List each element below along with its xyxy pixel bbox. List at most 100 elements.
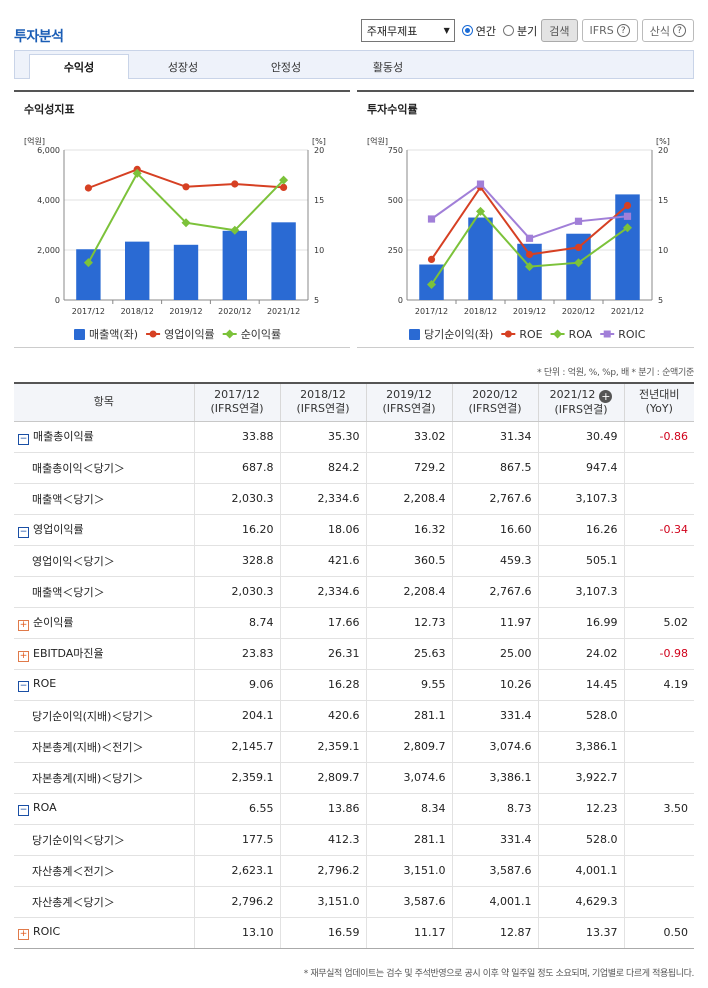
table-row: 영업이익＜당기＞ 328.8 421.6 360.5 459.3 505.1	[14, 545, 694, 577]
legend-label: ROA	[569, 328, 593, 341]
expand-icon[interactable]: +	[18, 620, 29, 631]
line-point	[279, 175, 289, 185]
y-right-tick-label: 5	[658, 296, 663, 305]
value-cell: 13.10	[193, 917, 280, 949]
value-cell: 8.73	[451, 793, 538, 825]
value-cell: 16.20	[193, 514, 280, 546]
y-right-tick-label: 10	[658, 246, 668, 255]
collapse-icon[interactable]: −	[18, 527, 29, 538]
value-cell: 16.60	[451, 514, 538, 546]
ifrs-button[interactable]: IFRS ?	[581, 19, 638, 42]
radio-quarter-label: 분기	[517, 24, 538, 38]
add-column-icon[interactable]: +	[599, 389, 613, 403]
value-cell: 12.73	[365, 607, 452, 639]
table-row: + ROIC 13.10 16.59 11.17 12.87 13.37 0.50	[14, 917, 694, 949]
line-point	[525, 234, 534, 242]
bar	[125, 241, 150, 300]
statement-select-value: 주재무제표	[366, 24, 418, 38]
tab-stability[interactable]: 안정성	[270, 61, 302, 74]
value-cell: 33.02	[365, 421, 452, 453]
value-cell: 2,208.4	[365, 576, 452, 608]
expand-icon[interactable]: +	[18, 651, 29, 662]
value-cell: 3,386.1	[451, 762, 538, 794]
value-cell: 3,151.0	[365, 855, 452, 887]
column-header-line2: (IFRS연결)	[554, 403, 608, 416]
legend-marker	[504, 330, 512, 338]
help-icon: ?	[616, 24, 630, 37]
radio-quarter-indicator[interactable]	[503, 25, 515, 36]
value-cell: 14.45	[537, 669, 624, 701]
table-row: 자산총계＜전기＞ 2,623.1 2,796.2 3,151.0 3,587.6 4,00…	[14, 855, 694, 887]
x-tick-label: 2018/12	[464, 307, 497, 316]
table-row: 당기순이익(지배)＜당기＞ 204.1 420.6 281.1 331.4 528.0	[14, 700, 694, 732]
bar	[222, 230, 247, 300]
tab-profitability[interactable]: 수익성	[29, 54, 129, 79]
chart-title: 투자수익률	[367, 103, 418, 116]
line-point	[574, 258, 583, 268]
row-label: EBITDA마진율	[33, 647, 104, 660]
y-left-tick-label: 4,000	[37, 196, 60, 205]
column-header-line1: 전년대비	[639, 388, 680, 402]
legend-label: 매출액(좌)	[89, 328, 138, 341]
column-header-line1: 2021/12	[549, 387, 596, 401]
analysis-tabs: 수익성 성장성 안정성 활동성	[14, 50, 694, 79]
y-right-tick-label: 15	[658, 196, 668, 205]
chevron-down-icon: ▼	[443, 26, 450, 35]
line-point	[83, 258, 93, 268]
row-label: ROE	[33, 677, 57, 690]
search-button[interactable]: 검색	[541, 19, 578, 42]
column-header: 2020/12 (IFRS연결)	[451, 382, 538, 422]
radio-annual-indicator[interactable]	[461, 25, 473, 36]
collapse-icon[interactable]: −	[18, 681, 29, 692]
tab-growth[interactable]: 성장성	[167, 61, 199, 74]
row-label: 영업이익＜당기＞	[32, 554, 115, 568]
line-point	[181, 218, 191, 228]
chart-title: 수익성지표	[24, 103, 75, 116]
bar	[468, 217, 493, 300]
value-cell: 25.63	[365, 638, 452, 670]
collapse-icon[interactable]: −	[18, 805, 29, 816]
table-row: − ROE 9.06 16.28 9.55 10.26 14.45 4.19	[14, 669, 694, 701]
y-right-axis-label: [%]	[312, 137, 326, 146]
yoy-cell: 3.50	[623, 793, 694, 825]
y-left-tick-label: 6,000	[37, 146, 60, 155]
row-label: ROA	[33, 801, 57, 814]
tab-activity[interactable]: 활동성	[372, 61, 404, 74]
value-cell: 177.5	[193, 824, 280, 856]
value-cell: 412.3	[279, 824, 366, 856]
value-cell: 2,809.7	[279, 762, 366, 794]
row-label-cell: − ROA	[14, 793, 194, 825]
legend-marker	[553, 329, 563, 339]
value-cell: 9.55	[365, 669, 452, 701]
line-point	[623, 201, 632, 210]
radio-annual[interactable]: 연간	[461, 23, 496, 39]
value-cell: 2,796.2	[279, 855, 366, 887]
yoy-cell	[623, 731, 694, 763]
row-label-cell: 자본총계(지배)＜전기＞	[14, 731, 194, 763]
value-cell: 23.83	[193, 638, 280, 670]
value-cell: 2,796.2	[193, 886, 280, 918]
y-left-tick-label: 250	[388, 246, 403, 255]
footnote: * 재무실적 업데이트는 검수 및 주석반영으로 공시 이후 약 일주일 정도 …	[303, 969, 695, 979]
value-cell: 4,629.3	[537, 886, 624, 918]
legend-label: 영업이익률	[164, 328, 215, 341]
value-cell: 8.34	[365, 793, 452, 825]
collapse-icon[interactable]: −	[18, 434, 29, 445]
column-header-line1: 2019/12	[386, 388, 432, 402]
y-left-tick-label: 2,000	[37, 246, 60, 255]
row-label-cell: − 매출총이익률	[14, 421, 194, 453]
table-body: − 매출총이익률 33.88 35.30 33.02 31.34 30.49 -0.86 매출총…	[14, 421, 694, 949]
row-label: 매출총이익률	[33, 430, 94, 443]
expand-icon[interactable]: +	[18, 929, 29, 940]
value-cell: 3,074.6	[451, 731, 538, 763]
value-cell: 528.0	[537, 700, 624, 732]
value-cell: 11.97	[451, 607, 538, 639]
radio-quarter[interactable]: 분기	[503, 23, 537, 39]
value-cell: 281.1	[365, 700, 452, 732]
bar	[76, 249, 101, 300]
row-label: 자산총계＜당기＞	[32, 895, 115, 909]
statement-select[interactable]: 주재무제표 ▼	[360, 19, 455, 42]
formula-button[interactable]: 산식 ?	[641, 19, 694, 42]
value-cell: 13.37	[537, 917, 624, 949]
row-label: 매출총이익＜당기＞	[32, 461, 125, 475]
